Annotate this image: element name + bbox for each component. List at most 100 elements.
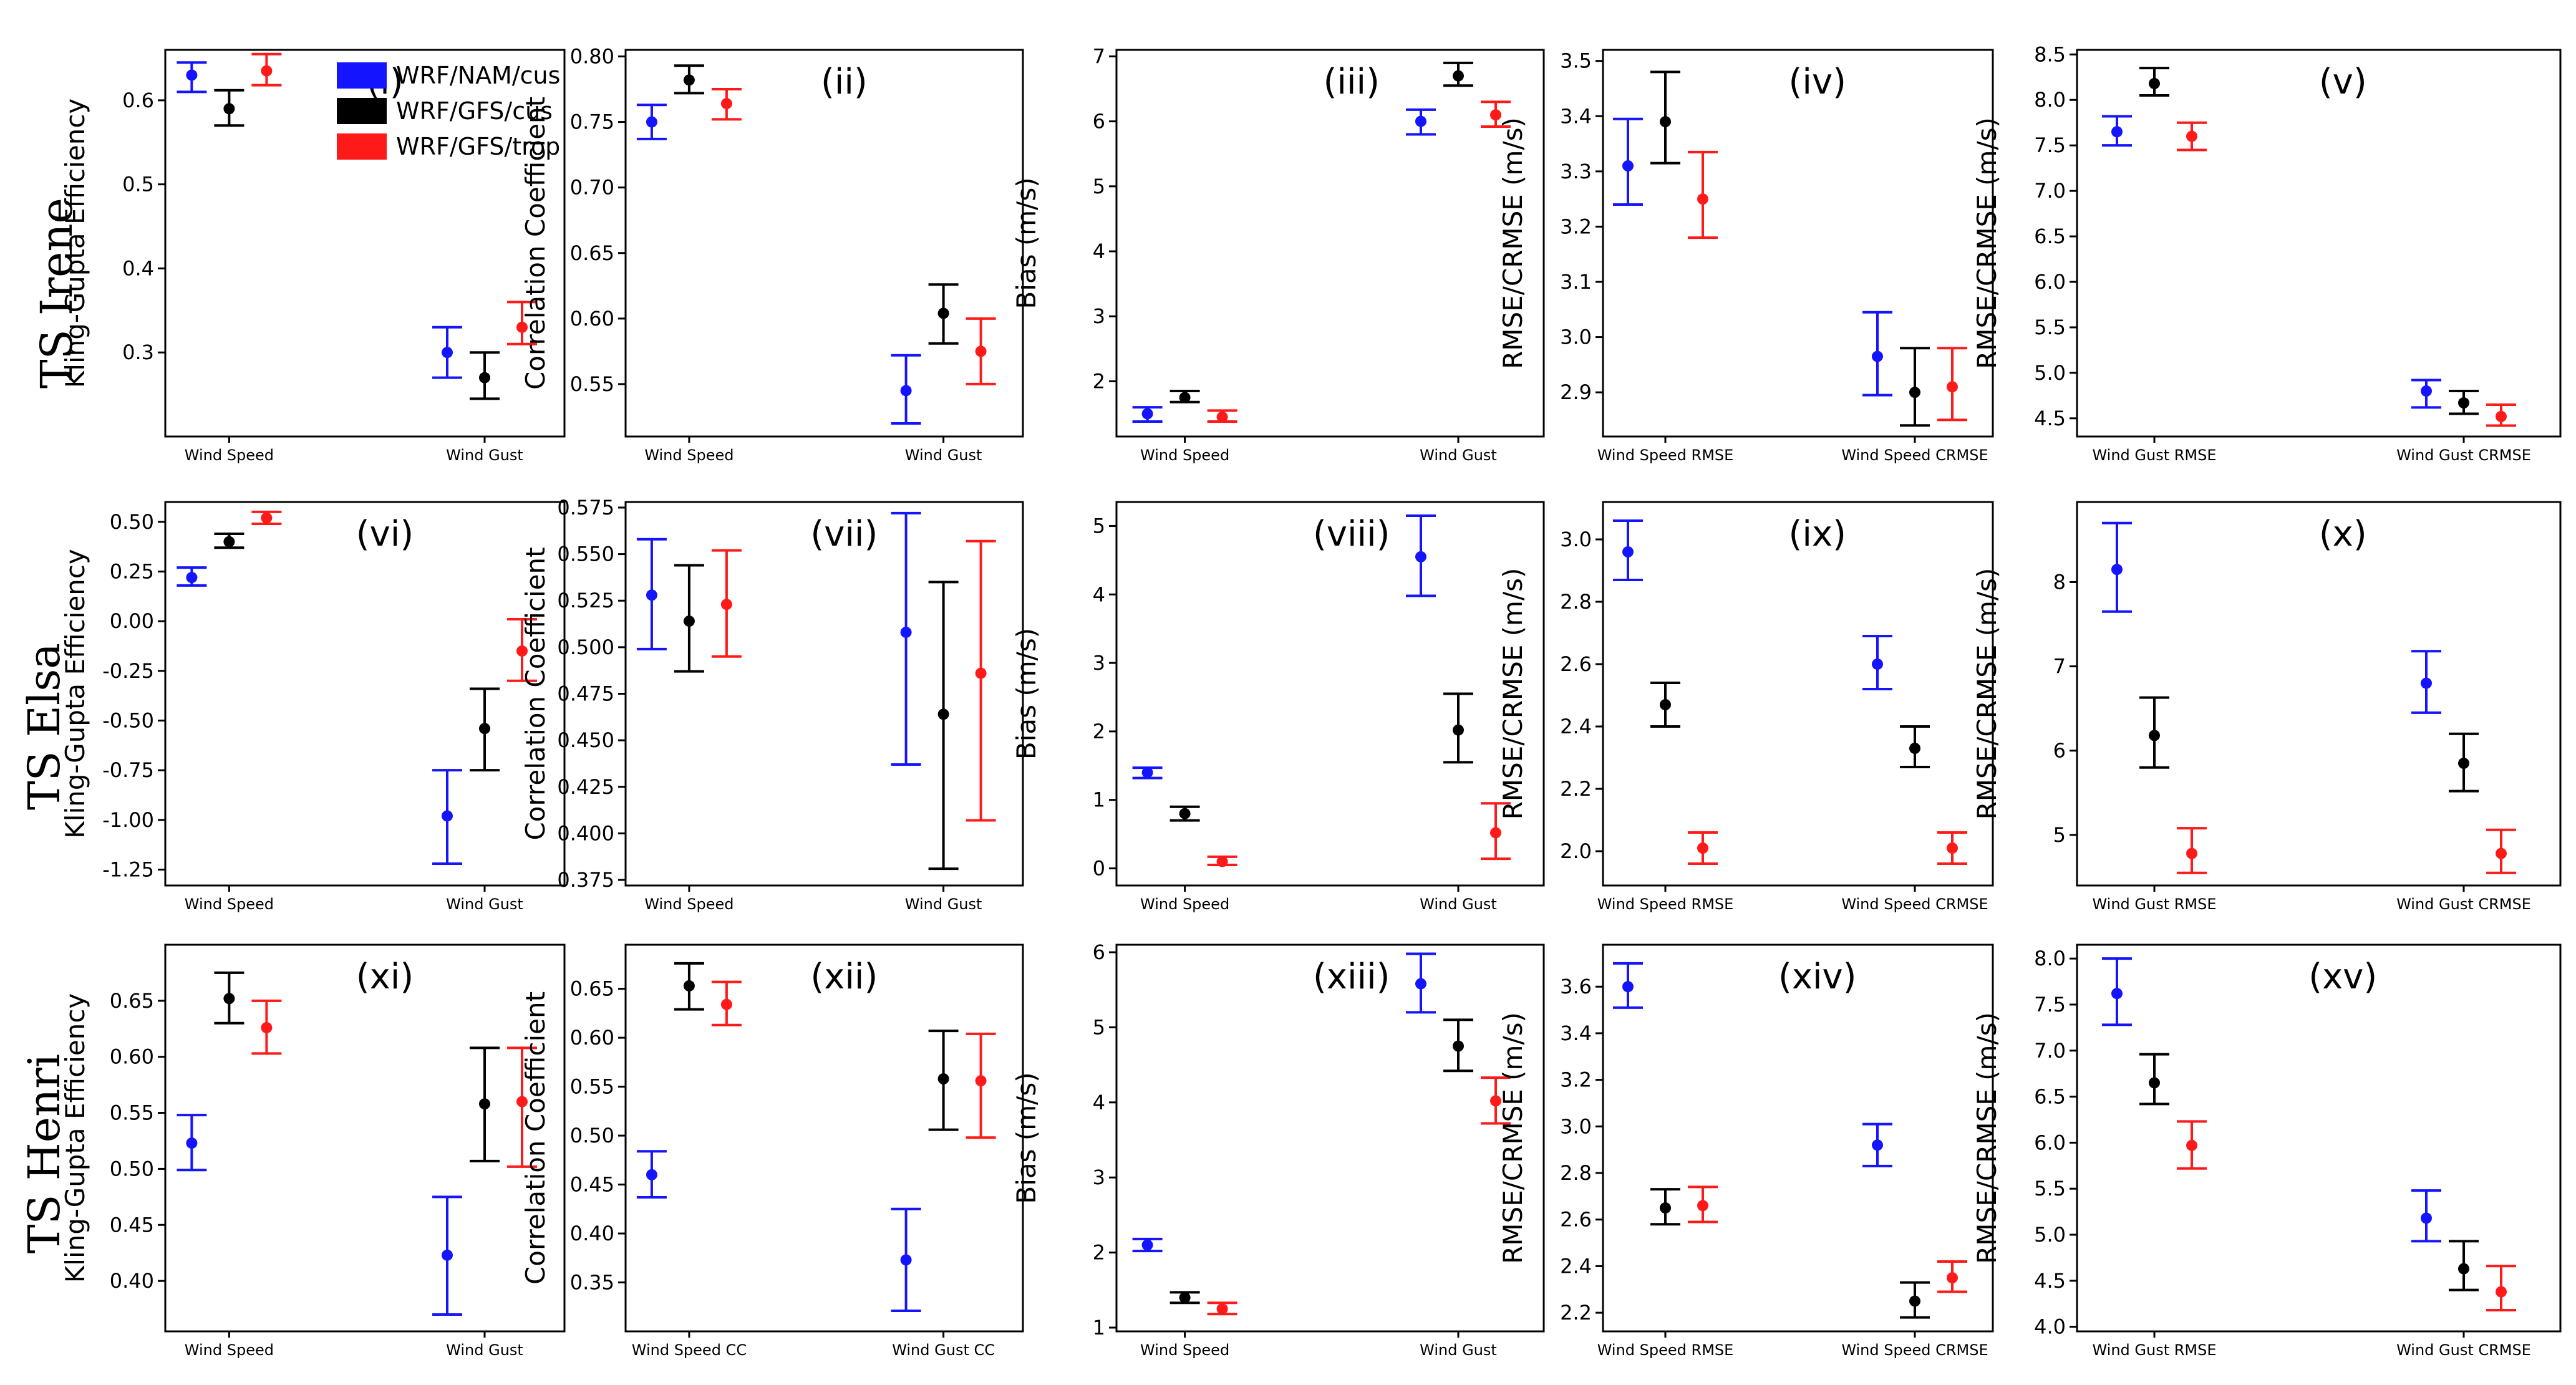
y-tick-label: 2.6 [1560,652,1592,676]
data-point [975,345,987,357]
y-tick-label: 0 [1093,857,1105,881]
data-point [1216,411,1228,423]
data-point [442,347,453,359]
y-tick-label: 3.2 [1560,215,1592,238]
y-tick-label: 4 [1093,239,1105,263]
panel-label: (v) [2319,62,2367,102]
plot-frame [164,49,566,438]
y-tick-label: 3 [1093,304,1105,328]
y-tick-label: 3.3 [1560,160,1592,183]
x-category-label: Wind Gust CRMSE [2396,895,2531,913]
y-tick-label: 0.50 [110,510,154,534]
y-tick-label: 2.0 [1560,839,1592,863]
panel-label: (xiii) [1313,957,1390,997]
panel-label: (vi) [356,514,414,554]
error-bar [966,539,996,822]
y-tick-label: 0.40 [570,1222,614,1245]
y-axis-label: RMSE/CRMSE (m/s) [1498,568,1528,820]
data-point [2186,847,2197,859]
data-point [646,116,657,128]
y-tick-label: 3.0 [1560,528,1592,551]
plot-frame [2076,501,2562,887]
y-tick-label: 2.6 [1560,1208,1592,1232]
data-point [1622,160,1634,171]
plot-frame [164,501,566,887]
y-tick-label: 1 [1093,788,1105,812]
plot-frame [624,943,1024,1333]
data-point [1216,856,1228,867]
x-category-label: Wind Gust [1420,446,1497,464]
y-tick-label: 5.5 [2034,316,2066,339]
data-point [1415,115,1426,127]
data-point [1697,193,1708,205]
data-point [2458,397,2469,409]
panel-5: 4.5 5.0 5.5 6.0 6.5 7.0 7.5 8.0 8.5 RMSE/CRMSE (m… [1972,42,2562,464]
data-point [683,980,695,992]
y-tick-label: 6.0 [2034,270,2066,294]
data-point [261,65,273,77]
y-axis-label: RMSE/CRMSE (m/s) [1972,117,2002,369]
plot-frame [2076,943,2562,1333]
data-point [2421,677,2432,689]
panel-label: (xiv) [1778,957,1857,997]
y-axis-label: Bias (m/s) [1011,628,1042,760]
x-category-label: Wind Speed [1140,446,1229,464]
y-tick-label: 7 [2053,655,2066,678]
y-tick-label: 4.5 [2034,407,2066,430]
x-category-label: Wind Speed [1140,895,1229,913]
data-point [1453,724,1464,736]
y-tick-label: 0.35 [570,1271,614,1295]
x-category-label: Wind Gust RMSE [2092,446,2216,464]
y-tick-label: 8 [2053,570,2066,594]
y-tick-label: 0.60 [570,307,614,331]
x-category-label: Wind Speed RMSE [1597,895,1734,913]
data-point [516,645,528,657]
data-point [2186,130,2197,142]
y-axis-label: Bias (m/s) [1011,177,1042,309]
data-point [223,536,235,548]
y-tick-label: 0.65 [110,989,154,1013]
data-point [1179,392,1191,403]
x-category-label: Wind Speed [644,895,734,913]
plot-frame [1602,501,1994,887]
y-tick-label: 3.1 [1560,270,1592,294]
legend-label-nam: WRF/NAM/cus [396,62,560,89]
y-tick-label: 0.525 [557,589,614,612]
data-point [516,1096,528,1108]
data-point [720,599,732,610]
x-category-label: Wind Speed CRMSE [1841,1341,1988,1359]
panel-label: (vii) [810,514,878,554]
y-tick-label: 5 [2053,823,2066,847]
y-tick-label: 0.45 [570,1173,614,1197]
y-tick-label: 0.70 [570,176,614,200]
x-category-label: Wind Gust [446,446,523,464]
data-point [261,1021,273,1033]
panel-2: 0.55 0.60 0.65 0.70 0.75 0.80 Correlation Coef… [520,45,1024,464]
data-point [186,1137,198,1149]
y-tick-label: 8.5 [2034,42,2066,66]
data-point [2496,847,2507,859]
data-point [1453,70,1464,82]
plot-frame [1602,943,1994,1333]
data-point [1660,699,1671,710]
data-point [2421,385,2432,397]
data-point [2111,126,2123,138]
data-point [646,589,657,601]
y-tick-label: 7.0 [2034,179,2066,203]
data-point [1141,766,1153,778]
panel-label: (xii) [810,957,878,997]
data-point [1697,842,1708,854]
y-tick-label: 0.60 [110,1045,154,1069]
plot-frame [624,501,1024,887]
y-tick-label: 5.0 [2034,361,2066,385]
x-category-label: Wind Gust [905,895,982,913]
data-point [900,626,912,638]
data-point [1909,743,1920,754]
data-point [479,723,490,735]
plot-frame [164,943,566,1333]
data-point [2111,988,2123,1000]
y-tick-label: 5.5 [2034,1177,2066,1200]
x-category-label: Wind Speed CRMSE [1841,895,1988,913]
y-tick-label: 3.4 [1560,1021,1592,1045]
y-tick-label: 3.4 [1560,104,1592,128]
